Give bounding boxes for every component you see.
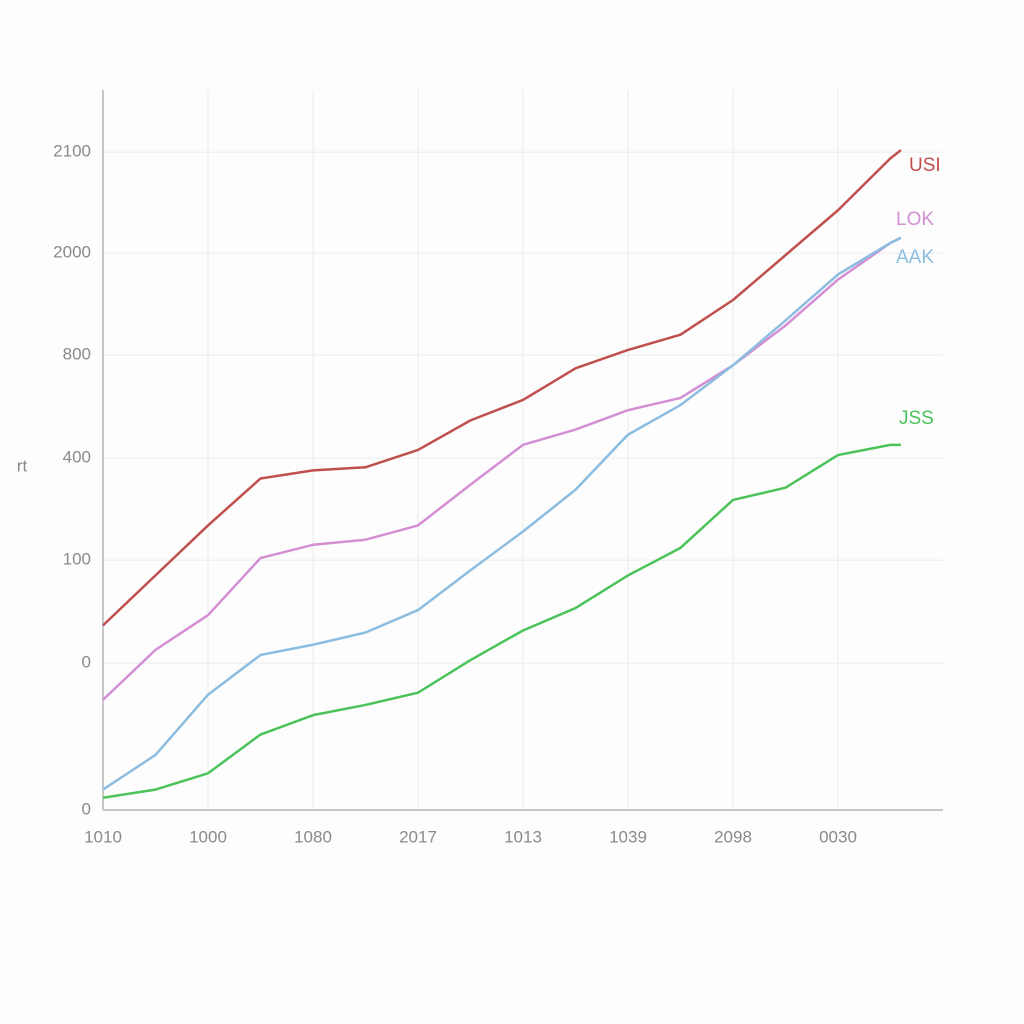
y-tick-label: 800 [63, 345, 91, 364]
series-label: AAK [896, 247, 934, 268]
x-tick-label: 1013 [504, 827, 542, 846]
x-tick-label: 2098 [714, 827, 752, 846]
x-tick-label: 1080 [294, 827, 332, 846]
series-label: LOK [896, 209, 934, 230]
y-tick-label: 2000 [53, 243, 91, 262]
series-line [102, 236, 902, 701]
y-tick-label: 0 [82, 799, 91, 818]
series-label: JSS [899, 408, 934, 429]
y-tick-label: 0 [82, 653, 91, 672]
y-tick-label: 400 [63, 448, 91, 467]
x-tick-label: 2017 [399, 827, 437, 846]
series-line [102, 236, 902, 791]
x-tick-label: 0030 [819, 827, 857, 846]
x-tick-label: 1010 [84, 827, 122, 846]
series-line [102, 149, 902, 627]
y-tick-label: 2100 [53, 142, 91, 161]
y-tick-label: 100 [63, 550, 91, 569]
x-tick-label: 1000 [189, 827, 227, 846]
y-axis-label: rt [17, 456, 28, 475]
x-tick-label: 1039 [609, 827, 647, 846]
series-line [102, 443, 901, 799]
series-label: USI [909, 155, 941, 176]
